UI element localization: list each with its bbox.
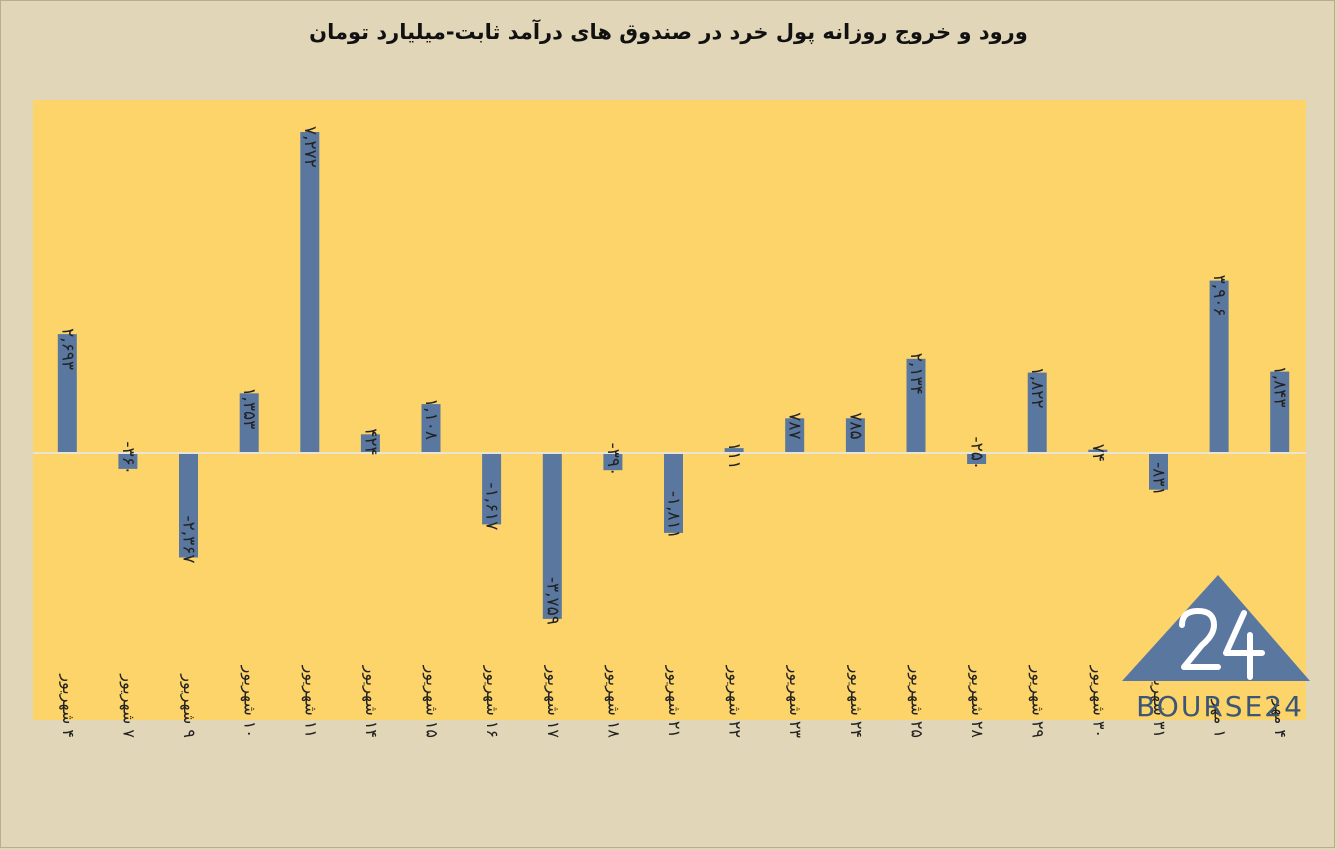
bar [421, 404, 441, 453]
bar [482, 453, 502, 525]
data-label: -۱,۸۱۱ [664, 491, 684, 539]
data-label: ۴۲۴ [360, 428, 380, 455]
logo-wordmark: BOURSE24 [1136, 690, 1304, 723]
data-label: ۱۱۱ [724, 442, 744, 469]
bar [1270, 371, 1290, 453]
data-label: ۲,۶۹۳ [57, 328, 77, 370]
data-label: -۸۳۱ [1149, 462, 1169, 496]
category-label: ۱۵ شهریور [422, 665, 442, 738]
category-label: ۲۴ شهریور [846, 665, 866, 738]
category-label: ۷ شهریور [118, 673, 138, 738]
bar [360, 434, 380, 453]
bar [1088, 449, 1108, 453]
bar [118, 453, 138, 469]
bar [1209, 280, 1229, 453]
category-label: ۴ مهر [1270, 699, 1290, 738]
bar [542, 453, 562, 619]
category-label: ۱۱ شهریور [300, 665, 320, 738]
data-label: -۳۶۰ [118, 441, 138, 475]
data-label: ۱,۸۲۲ [1027, 367, 1047, 409]
data-label: ۷۸۵ [845, 412, 865, 439]
bar [967, 453, 987, 464]
bar [603, 453, 623, 471]
category-label: ۱۴ شهریور [361, 665, 381, 738]
chart-title: ورود و خروج روزانه پول خرد در صندوق های … [309, 20, 1028, 44]
category-label: ۲۲ شهریور [725, 665, 745, 738]
data-label: -۱,۶۱۷ [482, 482, 502, 530]
bar [845, 418, 865, 453]
plot-area [33, 100, 1306, 720]
bar [57, 334, 77, 453]
category-label: ۲۵ شهریور [907, 665, 927, 738]
bar [906, 358, 926, 453]
category-label: ۳۱ شهریور [1149, 665, 1169, 738]
data-label: -۳۹۰ [603, 443, 623, 477]
category-label: ۴ شهریور [58, 673, 78, 738]
bar [300, 132, 320, 453]
logo-24-mark [1179, 608, 1265, 680]
data-label: ۱,۸۴۳ [1270, 366, 1290, 408]
bourse24-logo [1122, 575, 1310, 681]
bars-layer [57, 132, 1290, 619]
category-label: ۲۹ شهریور [1028, 665, 1048, 738]
data-label: -۳,۷۵۹ [542, 577, 562, 625]
bar [1149, 453, 1168, 490]
data-label: ۷,۲۷۲ [300, 126, 320, 168]
bar [179, 453, 198, 558]
bar [785, 418, 805, 453]
category-labels-layer: ۴ شهریور ۷ شهریور ۹ شهریور ۱۰ شهریور ۱۱ شهری… [58, 665, 1290, 739]
category-label: ۱ مهر [1210, 699, 1230, 738]
bar [1027, 372, 1047, 453]
data-label: -۲,۳۶۷ [179, 515, 199, 563]
value-labels-layer: ۲,۶۹۳ -۳۶۰ -۲,۳۶۷ ۱,۳۵۳ ۷,۲۷۲ ۴۲۴ ۱,۱۰۸ -۱,۶۱۷ -… [57, 126, 1289, 625]
data-label: ۷۴ [1088, 444, 1108, 462]
data-label: -۲۵۰ [967, 436, 987, 470]
data-label: ۳,۹۰۶ [1209, 275, 1229, 317]
category-label: ۲۳ شهریور [785, 665, 805, 739]
category-label: ۳۰ شهریور [1088, 665, 1108, 738]
category-label: ۱۶ شهریور [482, 665, 502, 738]
data-label: ۲,۱۳۴ [906, 353, 926, 395]
bar [239, 393, 259, 453]
data-label: ۷۸۷ [785, 412, 805, 439]
category-label: ۹ شهریور [179, 673, 199, 738]
data-label: ۱,۱۰۸ [421, 398, 441, 440]
category-label: ۱۸ شهریور [603, 665, 623, 739]
bar [724, 448, 744, 453]
data-label: ۱,۳۵۳ [239, 387, 259, 429]
category-label: ۲۱ شهریور [664, 665, 684, 738]
category-label: ۲۸ شهریور [967, 665, 987, 739]
category-label: ۱۰ شهریور [240, 665, 260, 738]
bar [664, 453, 683, 533]
category-label: ۱۷ شهریور [543, 665, 563, 739]
